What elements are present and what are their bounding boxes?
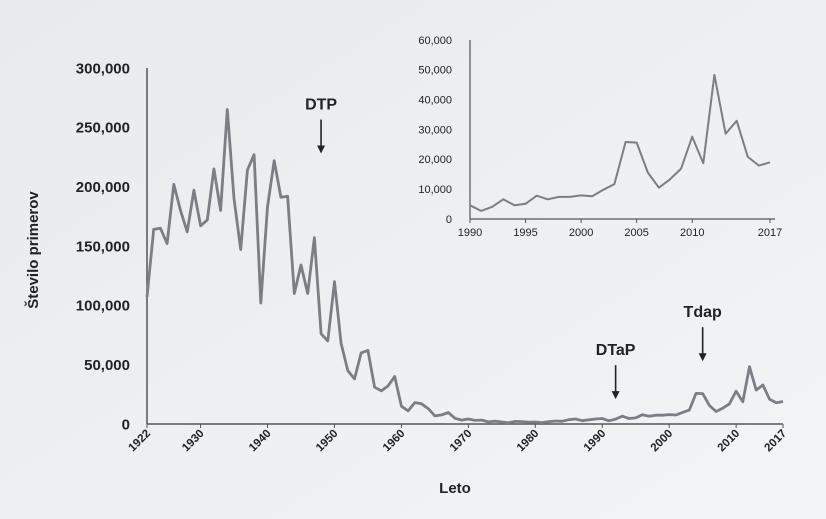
- main-series: [145, 108, 784, 425]
- inset-x-tick-label: 1990: [458, 227, 482, 239]
- inset-x-tick-label: 2010: [680, 227, 704, 239]
- x-axis-label: Leto: [439, 480, 471, 497]
- inset-y-tick-label: 0: [446, 214, 452, 226]
- inset-y-tick-label: 10,000: [418, 184, 452, 196]
- inset-chart: 0 10,000 20,000 30,000 40,000 50,000 60,000 19…: [418, 35, 782, 239]
- inset-y-tick-label: 30,000: [418, 124, 452, 136]
- main-y-tick-label: 300,000: [76, 60, 130, 77]
- annotation-label: Tdap: [684, 304, 722, 321]
- annotation-arrowhead: [317, 145, 326, 154]
- inset-x-ticks: 1990 1995 2000 2005 2010 2017: [458, 219, 782, 239]
- main-series-line: [145, 108, 784, 425]
- annotation-label: DTP: [305, 97, 337, 114]
- main-y-tick-label: 50,000: [84, 357, 130, 374]
- annotation-label: DTaP: [596, 342, 636, 359]
- inset-axes: [469, 40, 775, 220]
- main-chart: 0 50,000 100,000 150,000 200,000 250,000 300,0…: [24, 60, 789, 497]
- main-y-tick-label: 0: [122, 416, 130, 433]
- inset-series: [469, 73, 771, 212]
- inset-y-ticks: 0 10,000 20,000 30,000 40,000 50,000 60,000: [418, 35, 452, 226]
- annotation-arrowhead: [611, 391, 620, 400]
- inset-x-tick-label: 2000: [569, 227, 593, 239]
- inset-y-tick-label: 50,000: [418, 65, 452, 77]
- main-y-tick-label: 250,000: [76, 120, 130, 137]
- main-annotations: DTP DTaP Tdap: [305, 97, 722, 400]
- main-y-ticks: 0 50,000 100,000 150,000 200,000 250,000 300,0…: [76, 60, 130, 433]
- y-axis-label: Število primerov: [24, 191, 42, 309]
- inset-y-tick-label: 60,000: [418, 35, 452, 47]
- inset-x-tick-label: 2005: [624, 227, 648, 239]
- inset-y-tick-label: 20,000: [418, 154, 452, 166]
- inset-x-tick-label: 2017: [758, 227, 782, 239]
- inset-y-tick-label: 40,000: [418, 95, 452, 107]
- main-y-tick-label: 150,000: [76, 238, 130, 255]
- main-y-tick-label: 200,000: [76, 179, 130, 196]
- inset-series-line: [469, 73, 771, 212]
- annotation-arrowhead: [698, 353, 707, 362]
- inset-x-tick-label: 1995: [513, 227, 537, 239]
- main-axes: [146, 68, 783, 425]
- main-y-tick-label: 100,000: [76, 298, 130, 315]
